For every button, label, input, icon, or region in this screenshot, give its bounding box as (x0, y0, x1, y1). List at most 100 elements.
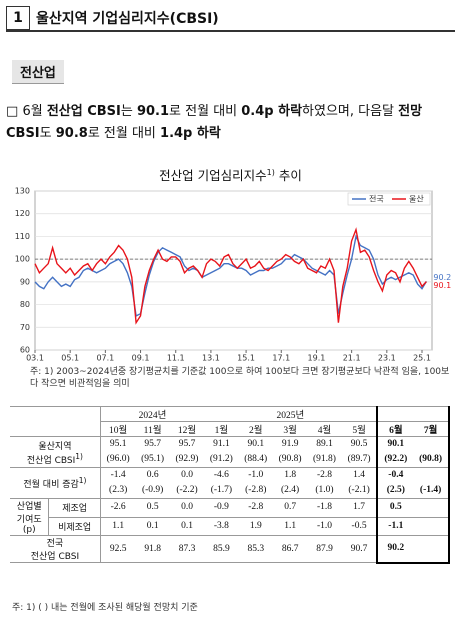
forecast: (-1.4) (419, 485, 442, 495)
cell: 1.1 (272, 516, 308, 536)
forecast: (90.8) (419, 454, 443, 464)
row-label: 울산지역 전산업 CBSI1) (10, 436, 101, 468)
forecast: (90.8) (278, 454, 302, 464)
group-line: 기여도 (16, 515, 42, 525)
header-title: 울산지역 기업심리지수(CBSI) (36, 11, 219, 27)
y-tick-label: 100 (15, 255, 30, 264)
forecast: (88.4) (244, 454, 268, 464)
month-header: 6월 (376, 421, 414, 437)
value: 91.9 (281, 439, 299, 449)
table-note: 주: 1) ( ) 내는 전월에 조사된 해당월 전망치 기준 (12, 603, 198, 613)
blank (376, 406, 450, 422)
label: 비제조업 (58, 522, 92, 533)
section-title: 전산업 (12, 60, 64, 84)
x-tick-label: 07.1 (96, 354, 114, 363)
cell: 90.1 (88.4) (238, 436, 273, 468)
cell: -1.8 (307, 498, 342, 517)
data-row: 울산지역 전산업 CBSI1) 95.1 (96.0) 95.7 (95.1) 95.7 (9… (10, 436, 450, 468)
cell (413, 535, 450, 564)
value: 0.0 (181, 470, 193, 480)
row-label: 전국 전산업 CBSI (10, 535, 101, 563)
value: 0.5 (389, 502, 402, 513)
cell: -4.6 (-1.7) (204, 467, 239, 499)
cell: 0.1 (135, 516, 170, 536)
y-tick-label: 130 (15, 187, 30, 196)
year-header: 2024년 (100, 406, 205, 422)
value: -1.8 (316, 502, 333, 513)
cell: 0.5 (376, 498, 414, 517)
month-header: 1월 (204, 421, 239, 437)
forecast: (92.2) (384, 454, 408, 464)
value: -0.4 (388, 470, 404, 480)
cell: 85.9 (204, 535, 239, 563)
value: -1.0 (248, 470, 264, 480)
legend-label: 울산 (409, 194, 424, 204)
forecast: (-2.1) (348, 485, 370, 495)
cell: 90.1 (92.2) (376, 436, 414, 468)
value: 89.1 (316, 439, 333, 449)
month-header: 5월 (341, 421, 378, 437)
value: 90.7 (350, 543, 368, 554)
paragraph-text: 6월 (22, 104, 47, 119)
paragraph: □ 6월 전산업 CBSI는 90.1로 전월 대비 0.4p 하락하였으며, … (6, 101, 454, 145)
value: -0.5 (351, 520, 367, 531)
data-row: 전국 전산업 CBSI 92.5 91.8 87.3 85.9 85.3 86.7 87.9 90… (10, 535, 450, 564)
data-row: 산업별 기여도 (p) 제조업 -2.6 0.5 0.0 -0.9 -2.8 0.7 -1.8 1.7… (10, 498, 450, 536)
forecast: (-0.9) (141, 485, 164, 495)
cell: -1.1 (376, 516, 414, 536)
cell: (90.8) (413, 436, 450, 468)
cell: -3.8 (204, 516, 239, 536)
month-header: 7월 (413, 421, 450, 437)
paragraph-text: 하였으며, 다음달 (302, 104, 399, 119)
value: 90.2 (387, 543, 405, 554)
label: 전월 대비 증감 (23, 480, 79, 490)
x-tick-label: 11.1 (167, 354, 185, 363)
value: -3.8 (213, 520, 229, 531)
value: 91.1 (213, 439, 230, 449)
value: 1.7 (353, 502, 365, 513)
data-row: 비제조업 1.1 0.1 0.1 -3.8 1.9 1.1 -1.0 -0.5 -1.1 (10, 516, 450, 536)
label: 전산업 CBSI (30, 552, 80, 562)
forecast: (91.8) (313, 454, 336, 464)
month-header: 2월 (238, 421, 273, 437)
value: 87.9 (316, 543, 333, 554)
group-label: 산업별 기여도 (p) (10, 498, 50, 536)
x-tick-label: 19.1 (308, 354, 326, 363)
paragraph-text: 1.4p 하락 (160, 126, 221, 141)
cell: 0.5 (135, 498, 170, 517)
value: 1.1 (284, 520, 297, 531)
cell: 1.9 (238, 516, 273, 536)
forecast: (-2.2) (176, 485, 198, 495)
label-line: 전산업 CBSI1) (11, 452, 99, 466)
cell: 91.1 (91.2) (204, 436, 239, 468)
cell: 0.0 (-2.2) (169, 467, 205, 499)
y-tick-label: 120 (15, 209, 30, 218)
forecast: (-1.7) (210, 485, 233, 495)
paragraph-text: 로 전월 대비 (87, 126, 161, 141)
label-line: 전월 대비 증감1) (11, 476, 99, 490)
corner (10, 406, 101, 437)
cell: 95.1 (96.0) (100, 436, 136, 468)
value: -4.6 (213, 470, 229, 480)
cell: 87.9 (307, 535, 342, 563)
month-header: 11월 (135, 421, 170, 437)
paragraph-text: 90.1 (136, 104, 170, 119)
cell: 0.7 (272, 498, 308, 517)
series-line (34, 227, 427, 325)
cell: 87.3 (169, 535, 205, 563)
row-label: 제조업 (48, 498, 101, 517)
value: -1.4 (110, 470, 126, 480)
paragraph-text: 로 전월 대비 (169, 104, 242, 119)
forecast: (92.9) (175, 454, 199, 464)
y-tick-label: 60 (20, 346, 30, 355)
x-tick-label: 09.1 (132, 354, 150, 363)
value: 90.1 (387, 439, 405, 449)
end-label: 90.1 (433, 281, 451, 290)
month-header: 3월 (272, 421, 308, 437)
label-note: 1) (78, 476, 87, 485)
cell: 90.7 (341, 535, 378, 563)
value: 91.8 (144, 543, 161, 554)
title: 전산업 기업심리지수 (159, 168, 267, 183)
